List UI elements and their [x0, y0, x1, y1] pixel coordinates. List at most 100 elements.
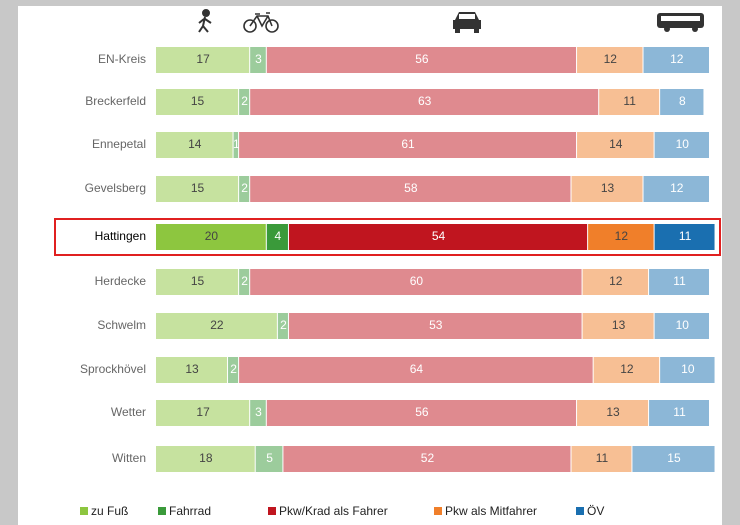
value-label: 8 — [679, 94, 686, 108]
bar-segment — [654, 224, 715, 250]
value-label: 3 — [255, 405, 262, 419]
value-label: 11 — [596, 451, 609, 465]
value-label: 2 — [241, 94, 248, 108]
value-label: 61 — [401, 137, 415, 151]
value-label: 12 — [604, 52, 618, 66]
value-label: 56 — [415, 52, 429, 66]
legend-swatch — [158, 507, 166, 515]
category-label: Witten — [112, 451, 146, 465]
value-label: 3 — [255, 52, 262, 66]
bar-segment — [660, 89, 704, 115]
value-label: 20 — [205, 229, 219, 243]
bar-segment — [582, 313, 654, 339]
value-label: 12 — [609, 274, 623, 288]
legend-swatch — [434, 507, 442, 515]
bike-icon — [243, 12, 279, 33]
bar-segment — [250, 400, 266, 426]
value-label: 5 — [266, 451, 273, 465]
bar-segment — [288, 313, 582, 339]
bar-segment — [577, 47, 643, 73]
bar-segment — [571, 446, 632, 472]
category-label: Schwelm — [97, 318, 146, 332]
bar-segment — [577, 132, 654, 158]
bar-segment — [588, 224, 654, 250]
bar-segment — [599, 89, 660, 115]
bar-segment — [239, 357, 593, 383]
bar-segment — [255, 446, 283, 472]
value-label: 12 — [615, 229, 629, 243]
category-label: Gevelsberg — [85, 181, 146, 195]
value-label: 12 — [670, 52, 684, 66]
bar-segment — [239, 269, 250, 295]
bar-segment — [277, 313, 288, 339]
bar-segment — [156, 357, 228, 383]
value-label: 11 — [673, 405, 686, 419]
bar-segment — [250, 89, 599, 115]
value-label: 53 — [429, 318, 443, 332]
value-label: 1 — [233, 137, 240, 151]
bar-segment — [156, 47, 250, 73]
bar-segment — [571, 176, 643, 202]
legend-swatch — [80, 507, 88, 515]
bar-segment — [660, 357, 715, 383]
bar-segment — [632, 446, 715, 472]
value-label: 54 — [432, 229, 446, 243]
value-label: 2 — [241, 181, 248, 195]
bar-segment — [577, 400, 649, 426]
bar-segment — [643, 47, 709, 73]
value-label: 15 — [667, 451, 681, 465]
value-label: 18 — [199, 451, 213, 465]
category-label: Sprockhövel — [80, 362, 146, 376]
category-label: Breckerfeld — [85, 94, 146, 108]
bar-segment — [266, 224, 288, 250]
car-icon — [453, 12, 481, 33]
bar-segment — [649, 400, 709, 426]
highlight-box — [54, 218, 721, 256]
value-label: 58 — [404, 181, 418, 195]
value-label: 11 — [623, 94, 636, 108]
bar-segment — [156, 446, 255, 472]
bar-segment — [239, 132, 577, 158]
bar-segment — [266, 400, 577, 426]
legend-label: ÖV — [587, 504, 604, 518]
value-label: 11 — [673, 274, 686, 288]
bar-segment — [266, 47, 577, 73]
category-label: EN-Kreis — [98, 52, 146, 66]
bar-segment — [228, 357, 239, 383]
bar-segment — [288, 224, 588, 250]
value-label: 52 — [421, 451, 435, 465]
value-label: 2 — [280, 318, 287, 332]
category-label: Hattingen — [95, 229, 146, 243]
value-label: 15 — [191, 94, 205, 108]
bar-segment — [239, 89, 250, 115]
bar-segment — [593, 357, 660, 383]
value-label: 10 — [676, 137, 690, 151]
value-label: 2 — [241, 274, 248, 288]
bar-segment — [250, 47, 266, 73]
value-label: 64 — [410, 362, 424, 376]
bar-segment — [654, 132, 709, 158]
category-label: Wetter — [111, 405, 146, 419]
value-label: 2 — [230, 362, 237, 376]
value-label: 13 — [612, 318, 626, 332]
bar-segment — [156, 224, 266, 250]
bar-segment — [156, 313, 277, 339]
bar-segment — [156, 89, 239, 115]
bar-segment — [283, 446, 571, 472]
bar-segment — [250, 176, 571, 202]
category-label: Ennepetal — [92, 137, 146, 151]
bus-icon — [657, 13, 704, 32]
bar-segment — [239, 176, 250, 202]
bar-segment — [654, 313, 709, 339]
value-label: 63 — [418, 94, 432, 108]
bar-segment — [156, 132, 233, 158]
legend-label: zu Fuß — [91, 504, 128, 518]
value-label: 14 — [188, 137, 202, 151]
value-label: 11 — [679, 229, 692, 243]
value-label: 22 — [210, 318, 224, 332]
legend-label: Pkw als Mitfahrer — [445, 504, 537, 518]
legend-swatch — [268, 507, 276, 515]
bar-segment — [582, 269, 649, 295]
value-label: 10 — [681, 362, 695, 376]
